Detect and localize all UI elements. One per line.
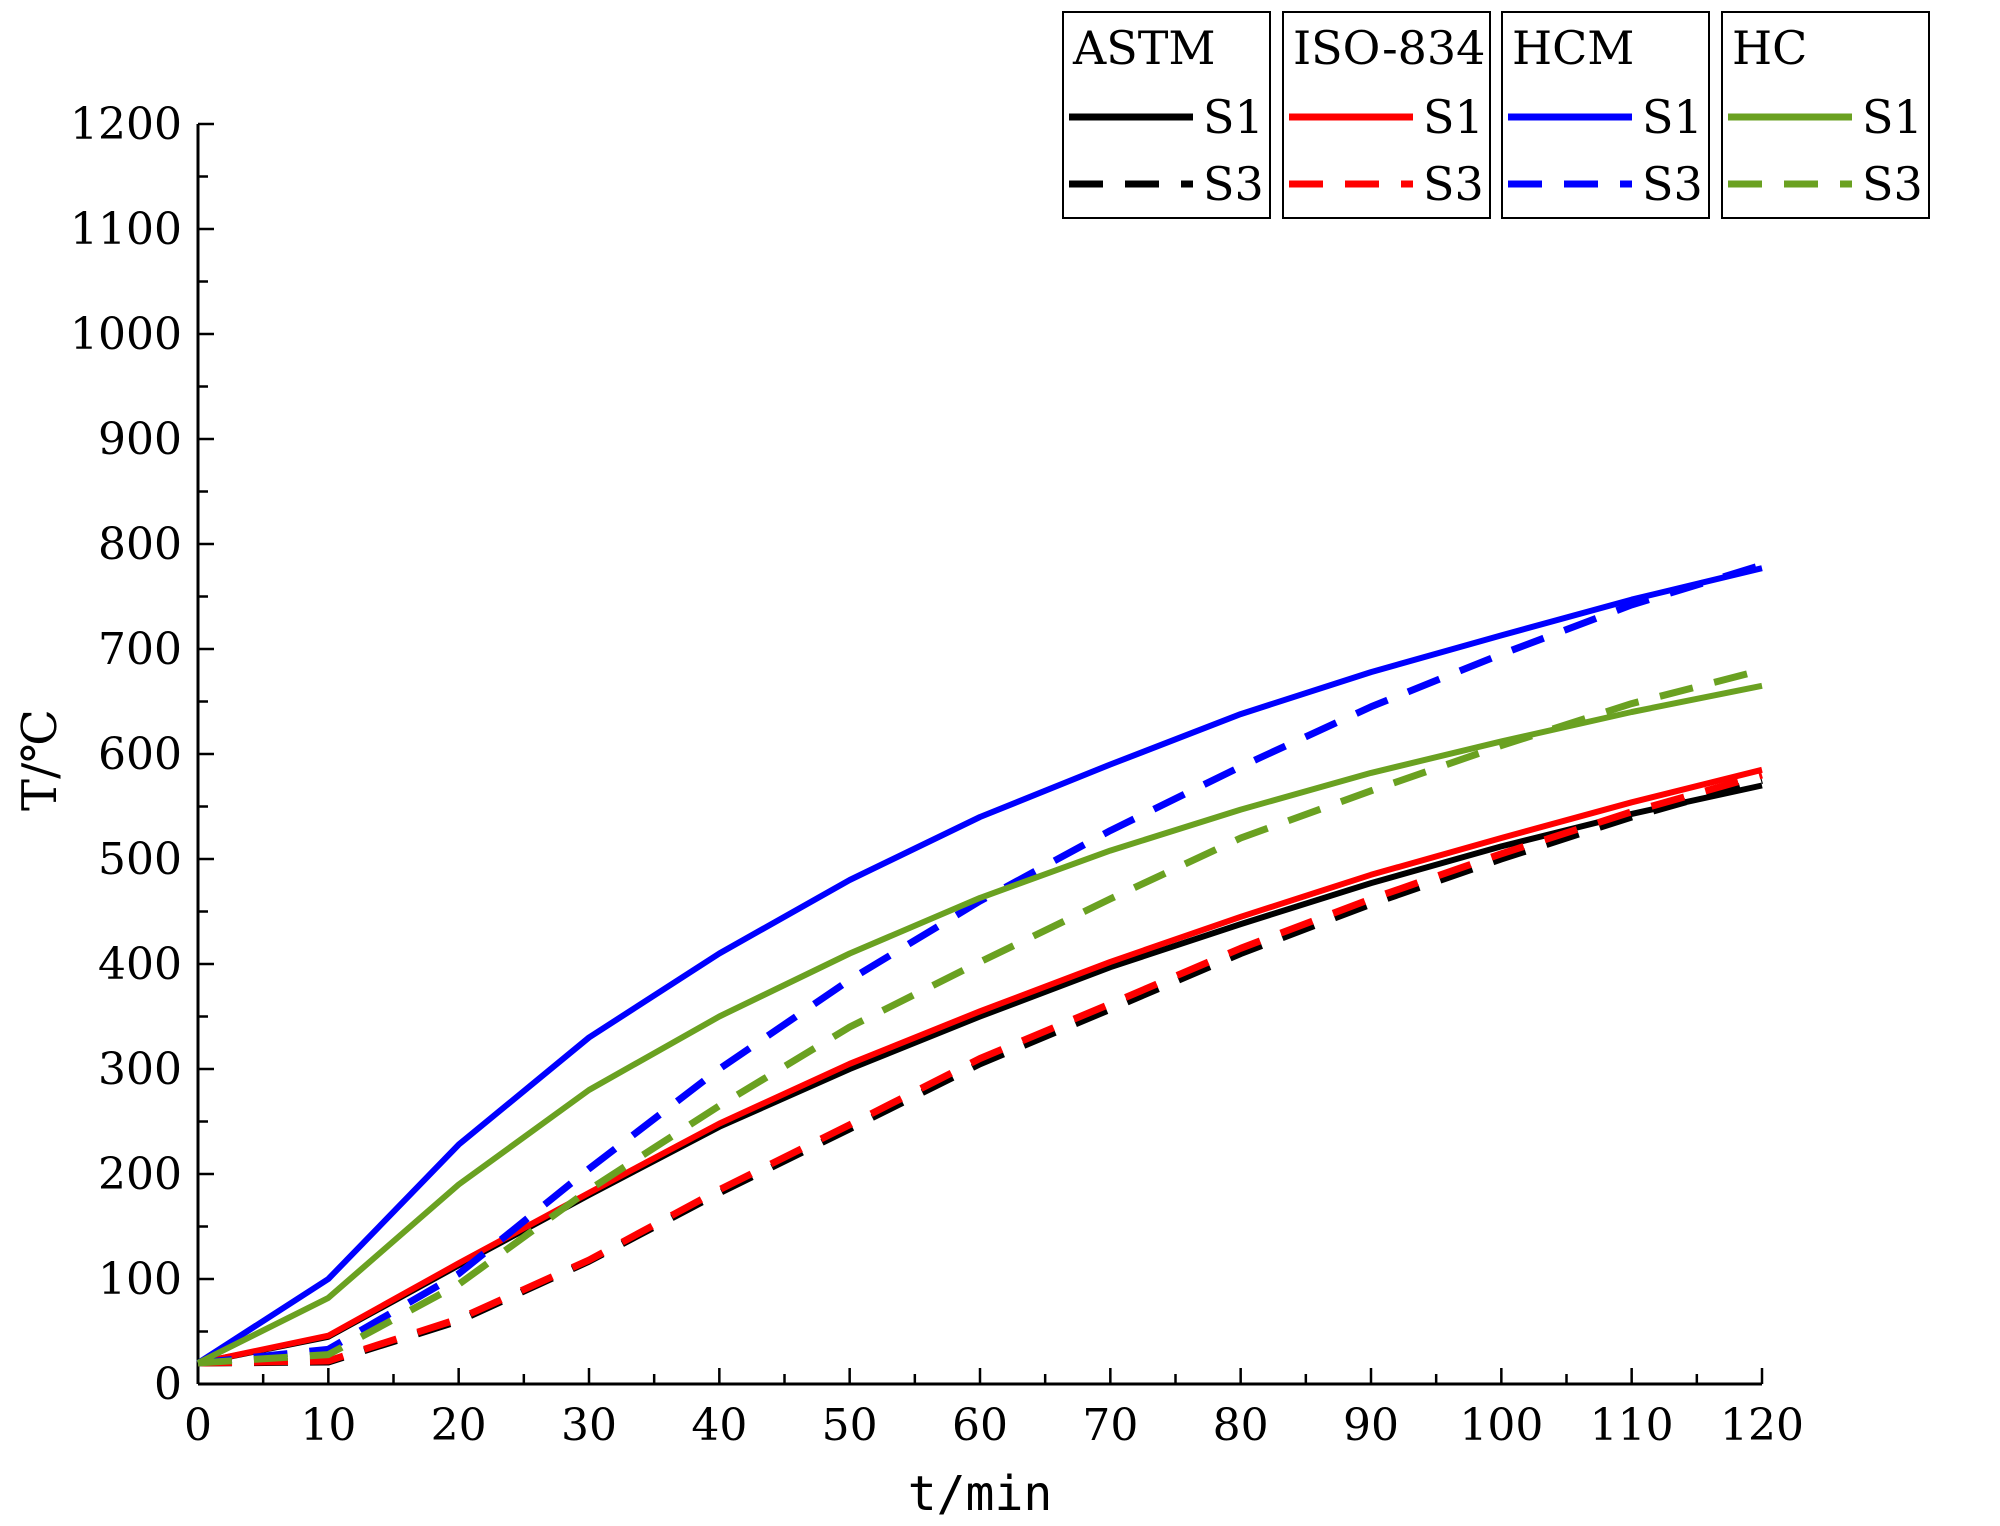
legend-label-hc-s3: S3	[1862, 157, 1923, 211]
y-tick-label: 400	[98, 939, 182, 990]
series-line-iso-834-s3	[197, 771, 1763, 1367]
legend-label-astm-s1: S1	[1203, 90, 1264, 144]
y-tick-label: 500	[98, 834, 182, 885]
y-tick-label: 900	[98, 414, 182, 465]
y-axis-title: T/℃	[12, 709, 68, 811]
y-tick-label: 200	[98, 1149, 182, 1200]
series-line-hcm-s3	[197, 561, 1764, 1367]
legend-label-hcm-s3: S3	[1642, 157, 1703, 211]
y-tick-label: 1000	[70, 309, 182, 360]
x-axis-title: t/min	[908, 1466, 1053, 1522]
legend-label-iso-834-s1: S1	[1423, 90, 1484, 144]
legend-title-hcm: HCM	[1512, 21, 1634, 75]
y-tick-label: 300	[98, 1044, 182, 1095]
y-tick-label: 700	[98, 624, 182, 675]
series-line-hcm-s1	[196, 565, 1763, 1366]
legend-title-astm: ASTM	[1072, 21, 1216, 75]
x-tick-label: 90	[1343, 1400, 1399, 1451]
axes	[196, 124, 1762, 1386]
x-tick-label: 50	[822, 1400, 878, 1451]
x-tick-label: 120	[1720, 1400, 1804, 1451]
legend-label-astm-s3: S3	[1203, 157, 1264, 211]
x-tick-label: 10	[300, 1400, 356, 1451]
y-tick-label: 600	[98, 729, 182, 780]
axis-ticks: 0 10 20 30 40 50 60 70 80 90 100 110 120010020030040…	[70, 99, 1804, 1451]
legend-label-hcm-s1: S1	[1642, 90, 1703, 144]
y-tick-label: 800	[98, 519, 182, 570]
y-tick-label: 1200	[70, 99, 182, 150]
x-tick-label: 20	[431, 1400, 487, 1451]
x-tick-label: 110	[1590, 1400, 1674, 1451]
x-tick-label: 0	[184, 1400, 212, 1451]
x-tick-label: 30	[561, 1400, 617, 1451]
series-lines	[196, 561, 1764, 1367]
y-tick-label: 100	[98, 1254, 182, 1305]
x-tick-label: 80	[1213, 1400, 1269, 1451]
legend-label-hc-s1: S1	[1862, 90, 1923, 144]
x-tick-label: 40	[691, 1400, 747, 1451]
legend-title-hc: HC	[1732, 21, 1807, 75]
x-tick-label: 60	[952, 1400, 1008, 1451]
legend-label-iso-834-s3: S3	[1423, 157, 1484, 211]
series-line-hc-s3	[197, 666, 1763, 1367]
y-tick-label: 1100	[70, 204, 182, 255]
x-tick-label: 70	[1082, 1400, 1138, 1451]
y-tick-label: 0	[154, 1359, 182, 1410]
series-line-astm-s3	[197, 776, 1763, 1367]
series-line-hc-s1	[196, 682, 1763, 1366]
x-tick-label: 100	[1459, 1400, 1543, 1451]
legend-title-iso-834: ISO-834	[1293, 21, 1485, 75]
series-line-iso-834-s1	[197, 766, 1763, 1366]
